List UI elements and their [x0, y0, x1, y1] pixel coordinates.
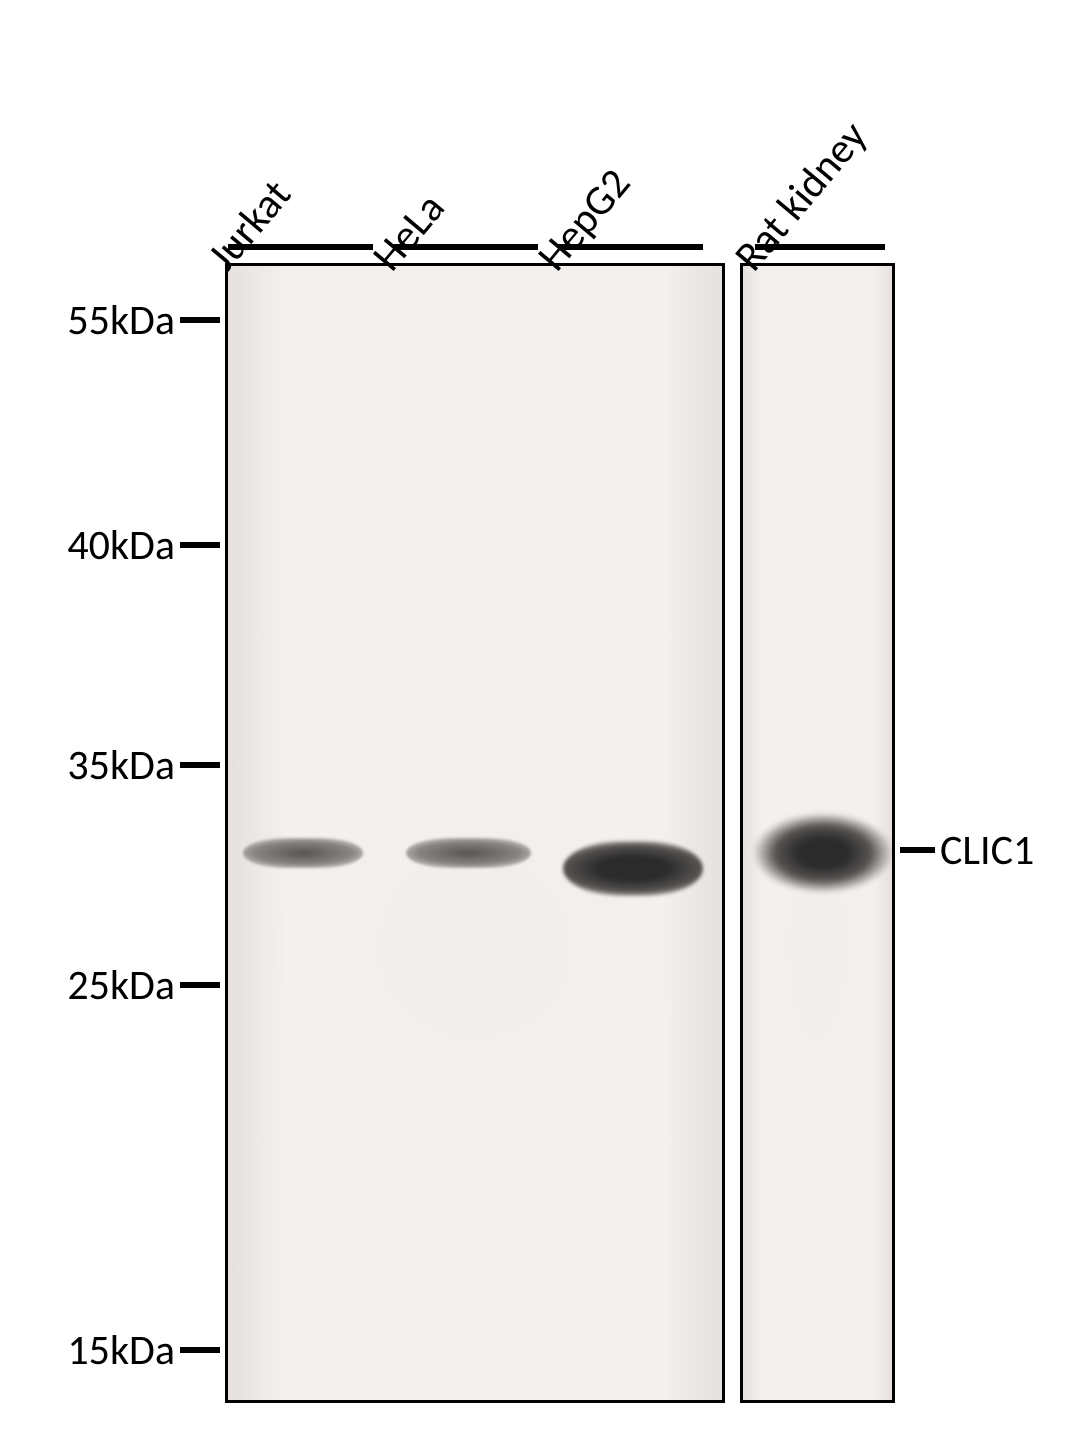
- blot-background: [228, 266, 722, 1400]
- mw-marker-tick: [180, 1347, 220, 1353]
- mw-marker-label: 55kDa: [67, 295, 175, 346]
- mw-marker-tick: [180, 542, 220, 548]
- protein-band: [243, 838, 363, 868]
- mw-marker-label: 40kDa: [67, 520, 175, 571]
- blot-panel1: [225, 263, 725, 1403]
- mw-marker-label: 35kDa: [67, 740, 175, 791]
- mw-marker-tick: [180, 762, 220, 768]
- protein-band: [563, 841, 703, 896]
- mw-marker-label: 25kDa: [67, 960, 175, 1011]
- lane-label: Rat kidney: [724, 111, 878, 281]
- protein-band: [753, 813, 893, 893]
- mw-marker-label: 15kDa: [67, 1325, 175, 1376]
- protein-band: [406, 838, 531, 868]
- target-tick: [900, 847, 935, 853]
- target-label: CLIC1: [940, 825, 1034, 876]
- mw-marker-tick: [180, 317, 220, 323]
- blot-panel2: [740, 263, 895, 1403]
- mw-marker-tick: [180, 982, 220, 988]
